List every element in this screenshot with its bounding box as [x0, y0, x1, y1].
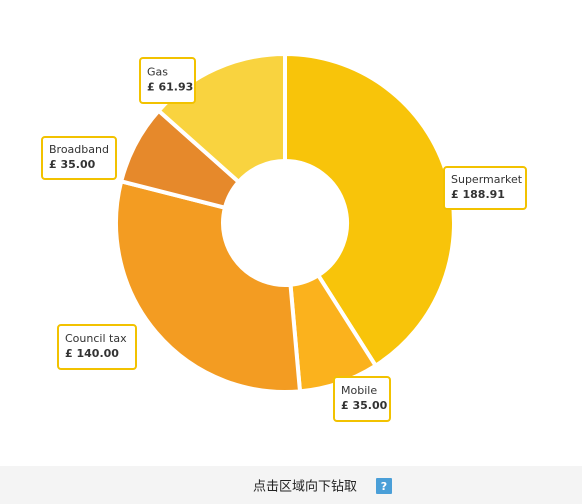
slice-value-label: £ 140.00	[65, 347, 119, 360]
slice-label: Mobile	[341, 384, 377, 397]
slice-label: Gas	[147, 66, 168, 79]
slice-label: Supermarket	[451, 173, 523, 186]
help-icon-text[interactable]: ?	[381, 480, 387, 493]
slice-label: Council tax	[65, 332, 127, 345]
label-box	[41, 136, 117, 180]
help-icon[interactable]	[376, 478, 392, 494]
label-box	[333, 376, 391, 422]
footer-bar	[0, 466, 582, 504]
label-box	[443, 166, 527, 210]
slice-value-label: £ 61.93	[147, 81, 193, 94]
slice-label: Broadband	[49, 143, 109, 156]
label-box	[139, 57, 196, 104]
slice-value-label: £ 35.00	[341, 399, 388, 412]
pie-slice	[114, 178, 303, 394]
slice-value-label: £ 188.91	[451, 188, 505, 201]
drilldown-hint: 点击区域向下钻取	[253, 479, 357, 495]
label-box	[57, 324, 137, 370]
slice-value-label: £ 35.00	[49, 158, 96, 171]
